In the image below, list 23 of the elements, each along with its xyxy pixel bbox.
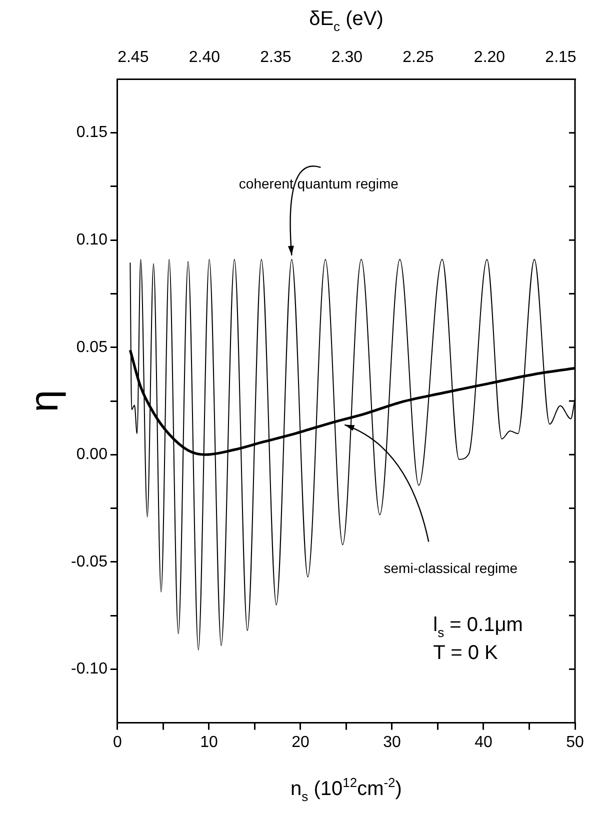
x2-tick-label: 2.35 [260,49,292,66]
x2-tick-label: 2.30 [331,49,363,66]
x2-tick-label: 2.25 [402,49,434,66]
x-tick-label: 20 [292,734,310,751]
x-tick-label: 40 [474,734,492,751]
x-tick-label: 30 [383,734,401,751]
x2-tick-label: 2.15 [545,49,576,66]
x2-tick-label: 2.40 [188,49,220,66]
y-tick-label: 0.10 [76,232,108,249]
y-tick-label: 0.15 [76,124,108,142]
annotation: semi-classical regime [384,560,518,576]
annotation: T = 0 K [433,642,498,664]
x2-tick-label: 2.45 [118,49,149,66]
x2-tick-label: 2.20 [474,49,506,66]
y-tick-label: -0.05 [71,553,108,570]
x-tick-label: 10 [200,734,218,751]
y-tick-label: 0.05 [76,338,108,356]
y-tick-label: 0.00 [76,446,108,464]
annotation: coherent quantum regime [238,175,399,192]
y-tick-label: -0.10 [71,660,108,678]
x-tick-label: 0 [113,734,122,751]
x-tick-label: 50 [566,734,584,751]
y-axis-title: η [22,390,66,412]
